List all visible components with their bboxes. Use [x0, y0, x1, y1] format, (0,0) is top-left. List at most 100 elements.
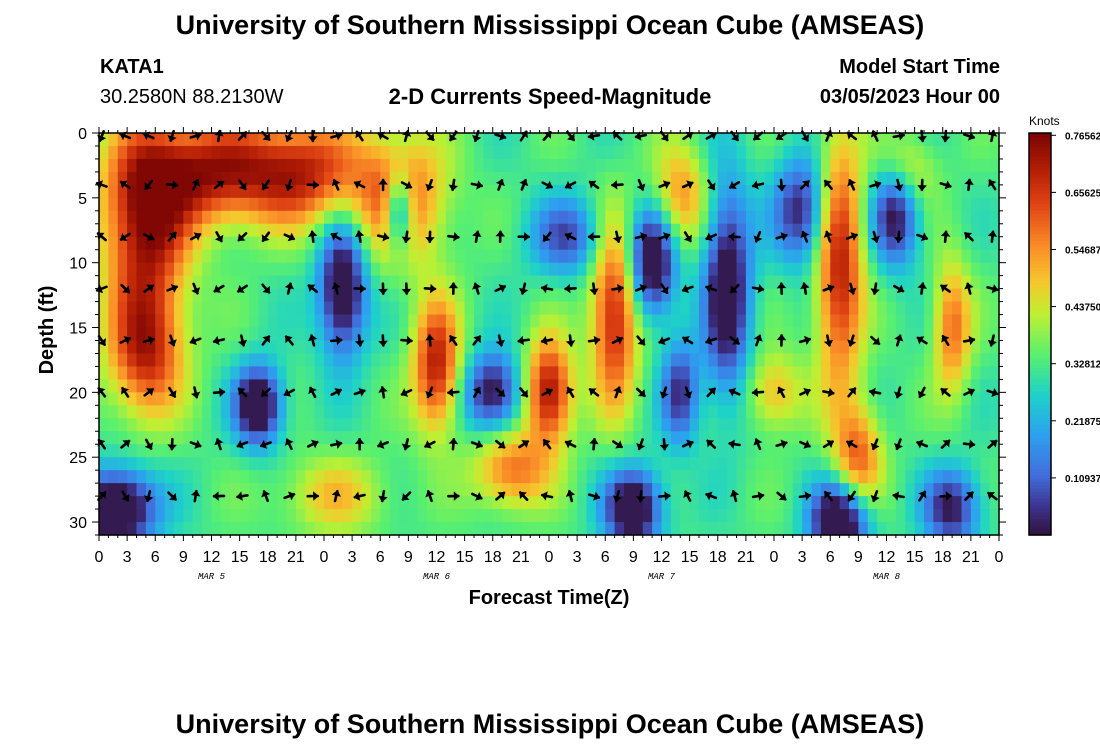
heatmap-cell — [445, 496, 456, 510]
heatmap-cell — [764, 275, 775, 290]
heatmap-cell — [858, 262, 869, 277]
current-arrow — [330, 387, 342, 397]
heatmap-cell — [830, 444, 841, 458]
heatmap-cell — [980, 457, 991, 471]
heatmap-cell — [642, 496, 653, 510]
heatmap-cell — [520, 405, 531, 419]
heatmap-cell — [867, 522, 878, 536]
current-arrow — [353, 283, 366, 294]
colorbar-tick-label: 0.21875 — [1065, 417, 1100, 428]
heatmap-cell — [605, 340, 616, 355]
heatmap-cell — [802, 262, 813, 277]
heatmap-cell — [445, 158, 456, 173]
heatmap-cell — [249, 210, 259, 225]
heatmap-cell — [839, 470, 850, 484]
heatmap-cell — [239, 353, 250, 368]
heatmap-cell — [727, 431, 738, 445]
heatmap-cell — [361, 470, 372, 484]
heatmap-cell — [952, 184, 963, 199]
heatmap-cell — [445, 340, 456, 355]
heatmap-cell — [136, 522, 147, 536]
heatmap-cell — [202, 145, 213, 160]
heatmap-cell — [305, 223, 316, 238]
heatmap-cell — [258, 249, 269, 264]
heatmap-cell — [586, 236, 597, 251]
heatmap-cell — [267, 301, 278, 316]
heatmap-cell — [436, 249, 447, 264]
heatmap-cell — [305, 483, 316, 497]
heatmap-cell — [792, 262, 803, 277]
heatmap-cell — [408, 444, 419, 458]
current-arrow — [940, 230, 951, 244]
heatmap-cell — [502, 496, 513, 510]
heatmap-cell — [145, 197, 156, 212]
heatmap-cell — [220, 184, 231, 199]
heatmap-cell — [877, 197, 888, 212]
heatmap-cell — [942, 145, 953, 160]
heatmap-cell — [202, 210, 213, 225]
current-arrow — [331, 489, 341, 503]
heatmap-cell — [333, 145, 344, 160]
current-arrow — [518, 491, 529, 501]
heatmap-cell — [314, 522, 325, 536]
heatmap-cell — [670, 249, 681, 264]
heatmap-cell — [192, 431, 203, 445]
heatmap-cell — [455, 379, 466, 393]
heatmap-cell — [586, 470, 597, 484]
heatmap-cell — [258, 483, 269, 497]
heatmap-cell — [267, 444, 278, 458]
heatmap-cell — [830, 184, 841, 199]
heatmap-cell — [249, 197, 259, 212]
current-arrow — [636, 335, 646, 346]
heatmap-cell — [661, 457, 672, 471]
heatmap-cell — [736, 405, 747, 419]
heatmap-cell — [577, 158, 588, 173]
heatmap-cell — [530, 418, 541, 432]
heatmap-cell — [727, 457, 738, 471]
y-tick-label: 10 — [69, 256, 87, 273]
heatmap-cell — [145, 444, 156, 458]
heatmap-cell — [408, 353, 419, 368]
heatmap-cell — [370, 197, 381, 212]
heatmap-cell — [614, 223, 625, 238]
heatmap-cell — [652, 392, 663, 406]
heatmap-cell — [492, 301, 503, 316]
current-arrow — [214, 438, 224, 451]
heatmap-cell — [324, 288, 334, 303]
heatmap-cell — [267, 236, 278, 251]
heatmap-cell — [774, 145, 784, 160]
heatmap-cell — [717, 249, 728, 264]
heatmap-cell — [333, 236, 344, 251]
heatmap-cell — [820, 210, 831, 225]
heatmap-cell — [202, 171, 213, 186]
heatmap-cell — [642, 366, 653, 380]
heatmap-cell — [914, 496, 925, 510]
heatmap-cell — [549, 184, 559, 199]
heatmap-cell — [249, 171, 259, 186]
heatmap-cell — [239, 288, 250, 303]
current-arrow — [167, 231, 177, 242]
heatmap-cell — [352, 301, 363, 316]
heatmap-cell — [989, 483, 1000, 497]
heatmap-cell — [895, 288, 906, 303]
heatmap-cell — [99, 249, 109, 264]
heatmap-cell — [220, 379, 231, 393]
heatmap-cell — [933, 197, 944, 212]
current-arrow — [378, 489, 388, 503]
heatmap-cell — [970, 496, 981, 510]
heatmap-cell — [783, 457, 794, 471]
heatmap-cell — [549, 210, 559, 225]
heatmap-cell — [820, 366, 831, 380]
heatmap-cell — [624, 405, 634, 419]
heatmap-cell — [474, 470, 484, 484]
heatmap-cell — [680, 509, 691, 523]
heatmap-cell — [436, 405, 447, 419]
heatmap-cell — [708, 431, 719, 445]
heatmap-cell — [567, 366, 578, 380]
heatmap-cell — [811, 327, 822, 342]
heatmap-cell — [427, 223, 438, 238]
heatmap-cell — [389, 301, 400, 316]
current-arrow — [565, 489, 576, 503]
heatmap-cell — [277, 210, 288, 225]
heatmap-cell — [408, 418, 419, 432]
